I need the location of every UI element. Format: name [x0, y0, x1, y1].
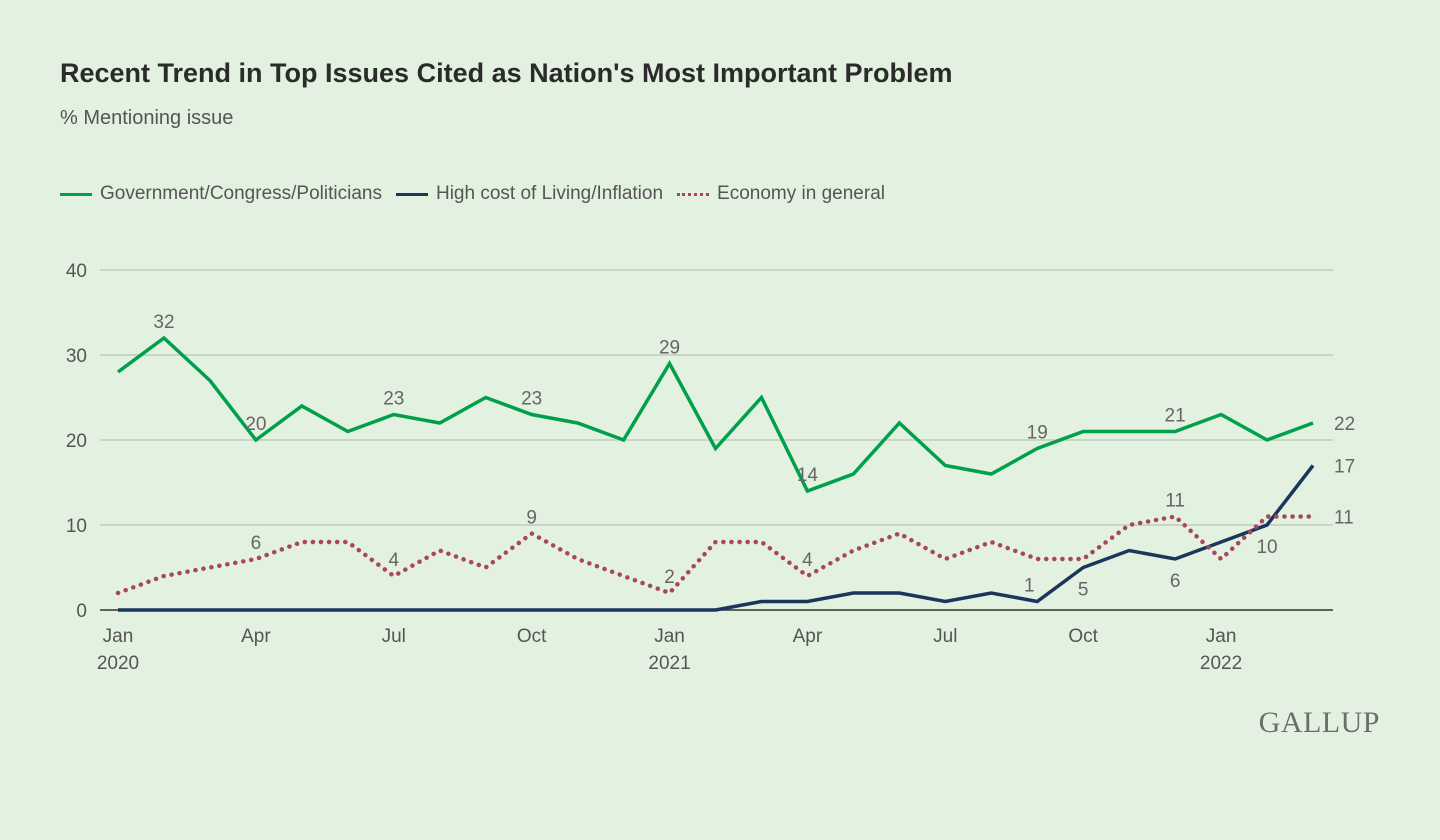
- series-line-inflation: [118, 464, 1315, 612]
- chart-subtitle: % Mentioning issue: [60, 107, 234, 129]
- data-label-economy: 4: [802, 550, 813, 571]
- legend-item-government: Government/Congress/Politicians: [60, 183, 382, 205]
- legend-item-economy: Economy in general: [677, 183, 885, 205]
- data-label-government: 23: [521, 389, 542, 410]
- legend: Government/Congress/Politicians High cos…: [60, 183, 885, 205]
- x-tick-year-label: 2021: [648, 653, 690, 674]
- x-tick-label: Jan: [103, 626, 134, 647]
- y-tick-label: 40: [66, 261, 87, 282]
- y-tick-label: 20: [66, 431, 87, 452]
- data-label-government: 23: [383, 389, 404, 410]
- data-label-inflation: 10: [1256, 537, 1277, 558]
- x-tick-year-label: 2020: [97, 653, 139, 674]
- y-tick-label: 0: [76, 601, 87, 622]
- x-tick-label: Jul: [933, 626, 957, 647]
- data-label-inflation: 1: [1024, 576, 1035, 597]
- series-line-economy: [115, 514, 1316, 596]
- x-tick-label: Jul: [382, 626, 406, 647]
- data-label-economy: 4: [388, 550, 399, 571]
- legend-swatch-government: [60, 192, 92, 196]
- x-tick-label: Oct: [1068, 626, 1098, 647]
- legend-label-government: Government/Congress/Politicians: [100, 183, 382, 204]
- x-tick-year-label: 2022: [1200, 653, 1242, 674]
- legend-label-inflation: High cost of Living/Inflation: [435, 183, 664, 204]
- data-label-economy: 11: [1165, 491, 1185, 512]
- y-tick-label: 30: [66, 346, 87, 367]
- legend-swatch-inflation: [395, 192, 428, 196]
- data-label-economy: 9: [526, 508, 537, 529]
- series-line-government: [116, 335, 1314, 494]
- data-label-government: 32: [153, 312, 174, 333]
- legend-swatch-economy: [677, 192, 710, 196]
- data-label-government: 20: [245, 414, 266, 435]
- x-tick-label: Apr: [793, 626, 823, 647]
- data-label-government: 19: [1027, 423, 1048, 444]
- data-label-inflation: 6: [1170, 571, 1181, 592]
- y-tick-label: 10: [66, 516, 87, 537]
- data-label-government: 21: [1165, 406, 1186, 427]
- data-label-economy: 2: [664, 567, 675, 588]
- data-label-inflation: 5: [1078, 580, 1089, 601]
- data-label-government: 29: [659, 338, 680, 359]
- x-tick-label: Jan: [1206, 626, 1237, 647]
- legend-label-economy: Economy in general: [717, 183, 885, 204]
- x-tick-label: Oct: [517, 626, 547, 647]
- data-label-government: 14: [797, 465, 819, 486]
- legend-item-inflation: High cost of Living/Inflation: [395, 183, 664, 205]
- chart-title: Recent Trend in Top Issues Cited as Nati…: [60, 58, 953, 88]
- data-label-economy: 6: [251, 533, 262, 554]
- data-label-government: 22: [1334, 414, 1355, 435]
- x-tick-label: Apr: [241, 626, 271, 647]
- data-label-economy: 11: [1334, 508, 1354, 529]
- data-label-inflation: 17: [1334, 457, 1355, 478]
- gallup-logo: GALLUP: [1258, 706, 1380, 739]
- x-tick-label: Jan: [654, 626, 685, 647]
